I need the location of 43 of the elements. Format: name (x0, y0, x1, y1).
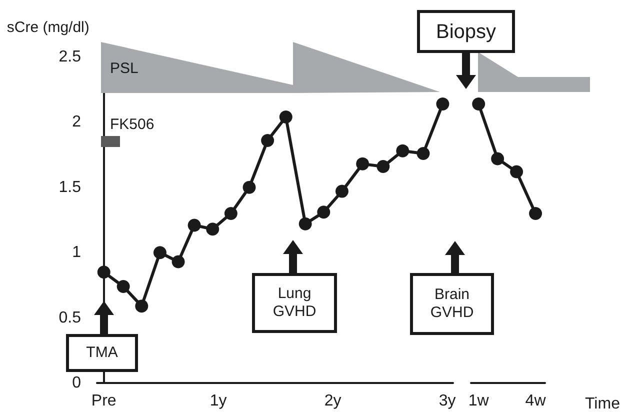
point (224, 206, 238, 220)
y-tick-label: 0 (72, 374, 82, 392)
point (135, 300, 148, 313)
point (153, 246, 166, 260)
point (172, 255, 185, 268)
point (97, 266, 110, 279)
annotation: PSL (109, 60, 140, 79)
point (356, 157, 370, 170)
point (206, 222, 220, 236)
point (396, 144, 410, 158)
point (491, 152, 504, 166)
point (416, 147, 430, 160)
x-tick-label: Pre (91, 392, 116, 410)
annotation: TMA (66, 334, 138, 372)
x-tick-label: 4w (525, 392, 546, 410)
point (261, 134, 274, 147)
point (188, 218, 201, 232)
x-tick-label: 3y (438, 392, 456, 410)
point (436, 97, 450, 110)
point (472, 97, 486, 110)
y-tick-label: 0.5 (58, 309, 82, 326)
annotation: FK506 (109, 116, 156, 135)
x-tick-label: 1w (468, 392, 490, 410)
point (298, 217, 312, 230)
point (242, 180, 256, 194)
y-tick-label: 2.5 (58, 48, 82, 66)
point (510, 165, 524, 178)
x-tick-label: 2y (324, 392, 342, 410)
y-axis-title: sCre (mg/dl) (6, 19, 90, 36)
point (529, 206, 542, 220)
text: Biopsy (417, 10, 515, 53)
point (335, 184, 348, 198)
y-tick-label: 1.5 (58, 178, 82, 196)
annotation: Brain GVHD (410, 273, 494, 335)
annotation: Lung GVHD (252, 273, 337, 333)
y-tick-label: 2 (72, 114, 82, 131)
y-tick-label: 1 (72, 244, 82, 262)
point (116, 280, 130, 293)
point (279, 110, 292, 124)
point (376, 160, 390, 174)
point (317, 206, 330, 219)
x-axis-title: Time (585, 396, 620, 412)
x-tick-label: 1y (210, 392, 227, 410)
